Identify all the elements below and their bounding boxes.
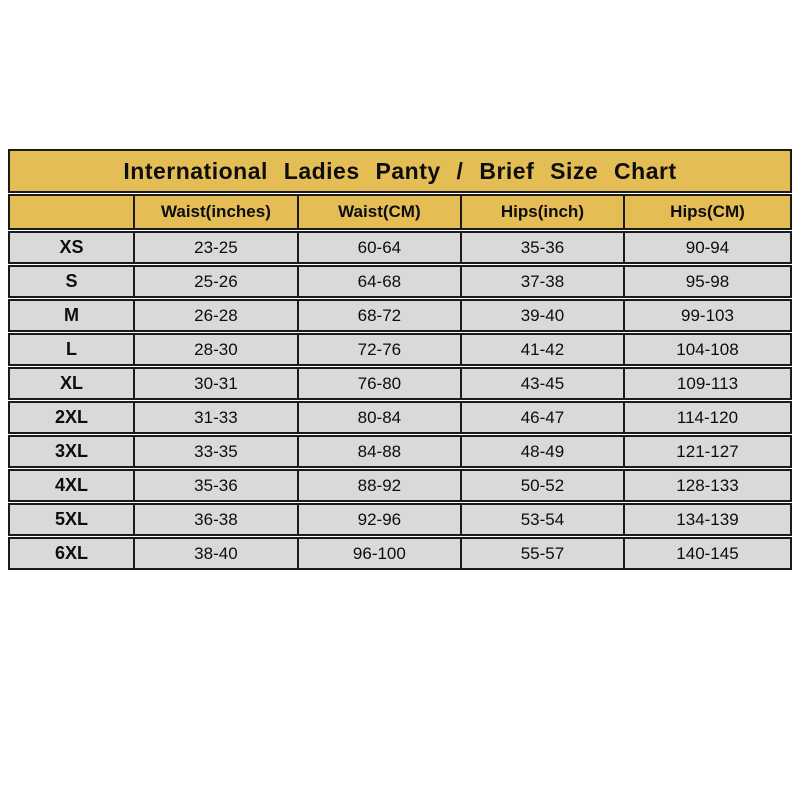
table-row: 4XL 35-36 88-92 50-52 128-133 [8, 469, 792, 502]
value-cell: 68-72 [298, 299, 462, 332]
table-row: 3XL 33-35 84-88 48-49 121-127 [8, 435, 792, 468]
value-cell: 140-145 [624, 537, 792, 570]
size-cell: XS [8, 231, 135, 264]
table-row: S 25-26 64-68 37-38 95-98 [8, 265, 792, 298]
size-cell: 2XL [8, 401, 135, 434]
value-cell: 55-57 [461, 537, 625, 570]
value-cell: 30-31 [135, 367, 299, 400]
size-cell: XL [8, 367, 135, 400]
value-cell: 35-36 [461, 231, 625, 264]
value-cell: 80-84 [298, 401, 462, 434]
value-cell: 104-108 [624, 333, 792, 366]
table-body: XS 23-25 60-64 35-36 90-94 S 25-26 64-68 37-38 95… [8, 231, 792, 570]
value-cell: 121-127 [624, 435, 792, 468]
value-cell: 48-49 [461, 435, 625, 468]
table-row: 5XL 36-38 92-96 53-54 134-139 [8, 503, 792, 536]
value-cell: 99-103 [624, 299, 792, 332]
value-cell: 26-28 [135, 299, 299, 332]
value-cell: 31-33 [135, 401, 299, 434]
value-cell: 64-68 [298, 265, 462, 298]
value-cell: 90-94 [624, 231, 792, 264]
size-cell: M [8, 299, 135, 332]
value-cell: 95-98 [624, 265, 792, 298]
value-cell: 23-25 [135, 231, 299, 264]
value-cell: 35-36 [135, 469, 299, 502]
size-cell: L [8, 333, 135, 366]
size-cell: 5XL [8, 503, 135, 536]
size-chart-table: International Ladies Panty / Brief Size … [8, 148, 792, 571]
value-cell: 128-133 [624, 469, 792, 502]
value-cell: 114-120 [624, 401, 792, 434]
column-header: Waist(CM) [298, 194, 462, 230]
value-cell: 39-40 [461, 299, 625, 332]
value-cell: 46-47 [461, 401, 625, 434]
table-title: International Ladies Panty / Brief Size … [8, 149, 792, 193]
column-header: Hips(CM) [624, 194, 792, 230]
value-cell: 134-139 [624, 503, 792, 536]
value-cell: 76-80 [298, 367, 462, 400]
table-row: XS 23-25 60-64 35-36 90-94 [8, 231, 792, 264]
value-cell: 109-113 [624, 367, 792, 400]
value-cell: 38-40 [135, 537, 299, 570]
value-cell: 96-100 [298, 537, 462, 570]
title-row: International Ladies Panty / Brief Size … [8, 149, 792, 193]
size-cell: S [8, 265, 135, 298]
column-header: Waist(inches) [135, 194, 299, 230]
table-row: L 28-30 72-76 41-42 104-108 [8, 333, 792, 366]
value-cell: 36-38 [135, 503, 299, 536]
value-cell: 43-45 [461, 367, 625, 400]
value-cell: 53-54 [461, 503, 625, 536]
table-row: 6XL 38-40 96-100 55-57 140-145 [8, 537, 792, 570]
value-cell: 84-88 [298, 435, 462, 468]
size-cell: 3XL [8, 435, 135, 468]
column-header: Hips(inch) [461, 194, 625, 230]
value-cell: 60-64 [298, 231, 462, 264]
value-cell: 50-52 [461, 469, 625, 502]
value-cell: 33-35 [135, 435, 299, 468]
value-cell: 72-76 [298, 333, 462, 366]
value-cell: 88-92 [298, 469, 462, 502]
value-cell: 28-30 [135, 333, 299, 366]
size-column-header [8, 194, 135, 230]
size-cell: 6XL [8, 537, 135, 570]
value-cell: 92-96 [298, 503, 462, 536]
table-row: 2XL 31-33 80-84 46-47 114-120 [8, 401, 792, 434]
size-cell: 4XL [8, 469, 135, 502]
header-row: Waist(inches) Waist(CM) Hips(inch) Hips(CM) [8, 194, 792, 230]
value-cell: 25-26 [135, 265, 299, 298]
value-cell: 37-38 [461, 265, 625, 298]
value-cell: 41-42 [461, 333, 625, 366]
table-row: M 26-28 68-72 39-40 99-103 [8, 299, 792, 332]
table-row: XL 30-31 76-80 43-45 109-113 [8, 367, 792, 400]
